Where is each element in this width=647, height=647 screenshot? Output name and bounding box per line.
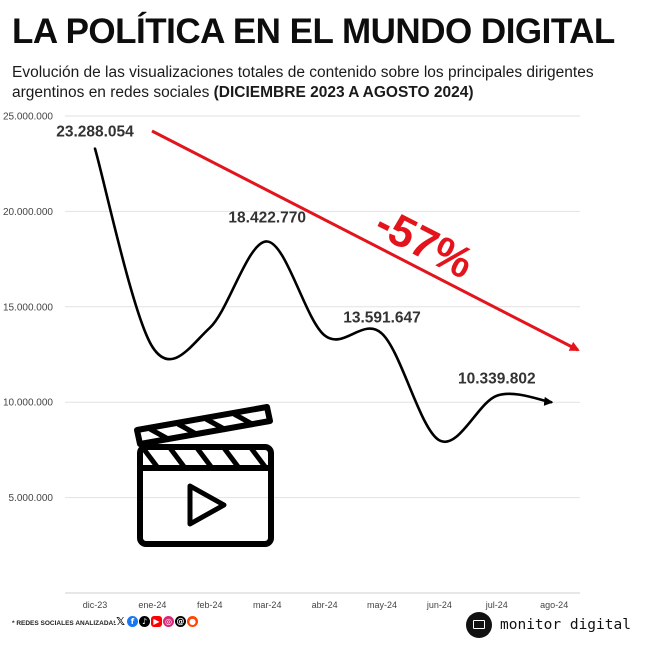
x-tick-label: ago-24 (540, 600, 568, 610)
y-tick-label: 10.000.000 (3, 398, 53, 409)
data-label: 13.591.647 (343, 310, 421, 327)
subtitle-date-range: (DICIEMBRE 2023 A AGOSTO 2024) (213, 84, 474, 101)
data-label: 10.339.802 (458, 371, 536, 388)
tiktok-icon: ♪ (139, 616, 150, 627)
clapperboard-icon (134, 404, 274, 547)
x-tick-label: dic-23 (83, 600, 108, 610)
facebook-icon: f (127, 616, 138, 627)
data-label: 18.422.770 (228, 209, 306, 226)
trend-arrow (151, 129, 580, 352)
reddit-icon: ● (187, 616, 198, 627)
instagram-icon: ◎ (163, 616, 174, 627)
chart-title: LA POLÍTICA EN EL MUNDO DIGITAL (12, 12, 615, 51)
chart-subtitle: Evolución de las visualizaciones totales… (12, 63, 632, 103)
y-tick-label: 5.000.000 (9, 493, 54, 504)
x-tick-label: may-24 (367, 600, 397, 610)
x-tick-label: jun-24 (426, 600, 452, 610)
x-tick-label: jul-24 (485, 600, 508, 610)
monitor-logo-icon (466, 612, 492, 638)
social-networks: 𝕏 f ♪ ▶ ◎ @ ● (115, 616, 198, 627)
brand-name: monitor digital (500, 617, 631, 633)
x-tick-label: feb-24 (197, 600, 223, 610)
x-icon: 𝕏 (115, 615, 126, 628)
data-label: 23.288.054 (56, 124, 134, 141)
brand: monitor digital (466, 612, 631, 638)
x-tick-label: mar-24 (253, 600, 282, 610)
series-line (93, 147, 554, 444)
youtube-icon: ▶ (151, 616, 162, 627)
y-tick-label: 20.000.000 (3, 207, 53, 218)
y-tick-label: 25.000.000 (3, 112, 53, 123)
x-tick-label: abr-24 (312, 600, 338, 610)
threads-icon: @ (175, 616, 186, 627)
x-tick-label: ene-24 (138, 600, 166, 610)
y-tick-label: 15.000.000 (3, 302, 53, 313)
footnote: * REDES SOCIALES ANALIZADAS (12, 620, 118, 627)
subtitle-text: Evolución de las visualizaciones totales… (12, 64, 594, 101)
